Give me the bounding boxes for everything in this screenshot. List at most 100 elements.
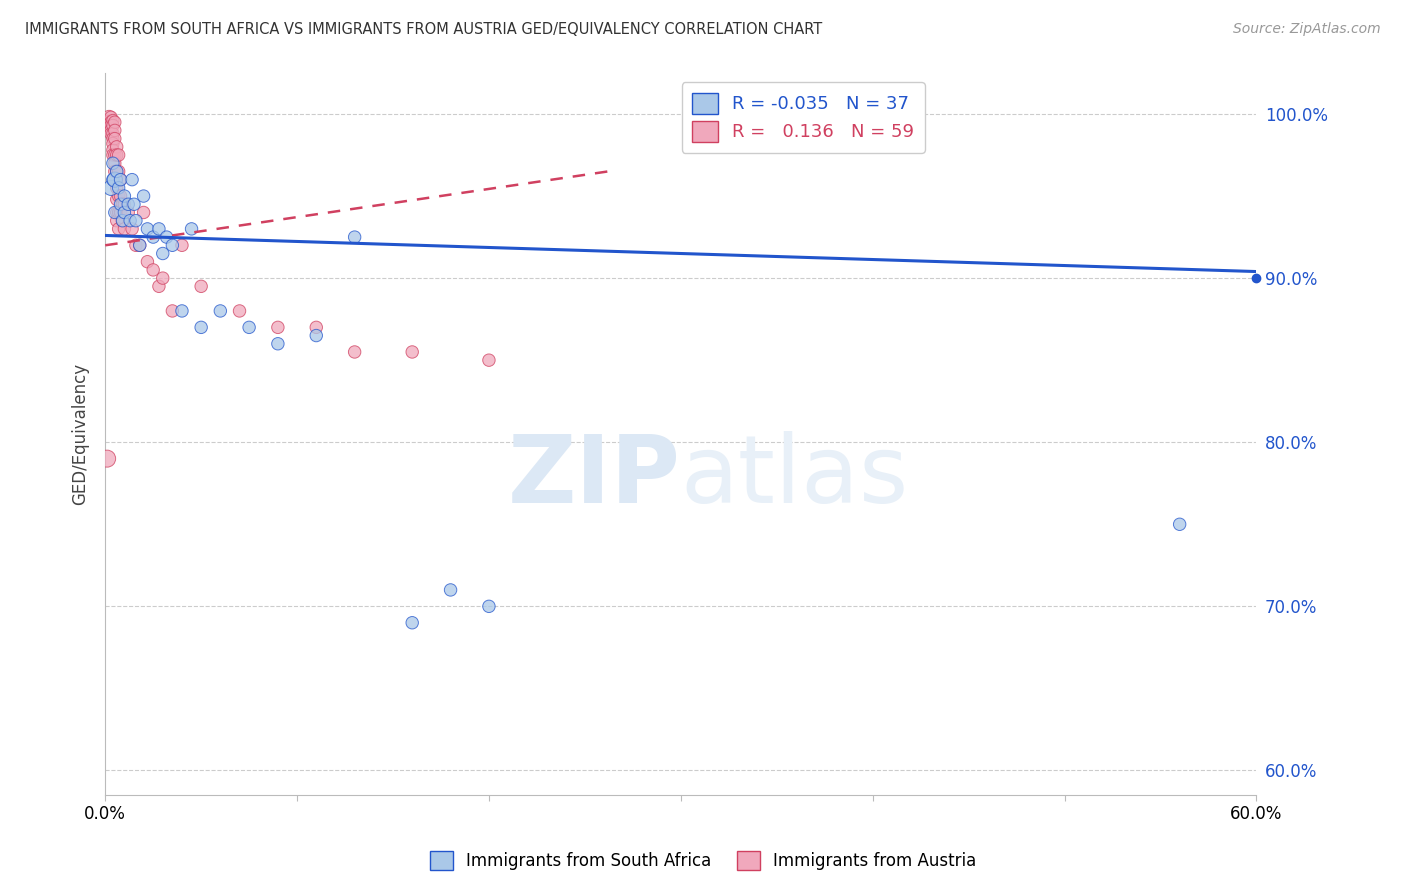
Point (104, 172, 127, 186)
Point (105, 192, 128, 206)
Point (401, 615, 423, 630)
Point (101, 127, 124, 141)
Point (170, 238, 193, 252)
Point (105, 164, 128, 178)
Point (190, 279, 212, 293)
Point (107, 205, 129, 219)
Point (228, 304, 250, 318)
Point (142, 263, 165, 277)
Point (238, 320, 260, 334)
Point (122, 197, 145, 211)
Point (104, 123, 127, 137)
Point (101, 156, 124, 170)
Point (100, 119, 122, 133)
Point (107, 189, 129, 203)
Point (125, 238, 148, 252)
Point (110, 172, 132, 186)
Point (111, 197, 134, 211)
Point (105, 181, 128, 195)
Legend: Immigrants from South Africa, Immigrants from Austria: Immigrants from South Africa, Immigrants… (423, 844, 983, 877)
Point (105, 213, 128, 227)
Point (101, 131, 124, 145)
Point (101, 113, 124, 128)
Point (110, 172, 132, 186)
Point (100, 115, 122, 129)
Point (100, 181, 122, 195)
Point (107, 222, 129, 236)
Point (110, 205, 132, 219)
Point (209, 304, 232, 318)
Point (101, 172, 124, 186)
Point (162, 238, 184, 252)
Point (401, 345, 423, 359)
Point (112, 189, 135, 203)
Point (132, 205, 155, 219)
Text: atlas: atlas (681, 432, 910, 524)
Point (100, 123, 122, 137)
Point (100, 110, 122, 124)
Point (267, 336, 290, 351)
Point (305, 320, 328, 334)
Point (112, 205, 135, 219)
Point (148, 279, 170, 293)
Point (478, 353, 501, 368)
Point (96, 451, 118, 466)
Point (110, 189, 132, 203)
Point (111, 213, 134, 227)
Point (343, 345, 366, 359)
Point (117, 205, 139, 219)
Point (343, 230, 366, 244)
Point (162, 304, 184, 318)
Text: IMMIGRANTS FROM SOUTH AFRICA VS IMMIGRANTS FROM AUSTRIA GED/EQUIVALENCY CORRELAT: IMMIGRANTS FROM SOUTH AFRICA VS IMMIGRAN… (25, 22, 823, 37)
Point (478, 599, 501, 614)
Point (439, 582, 461, 597)
Point (101, 148, 124, 162)
Point (152, 246, 174, 260)
Point (120, 213, 142, 227)
Point (121, 222, 143, 236)
Point (107, 181, 129, 195)
Point (148, 222, 170, 236)
Text: Source: ZipAtlas.com: Source: ZipAtlas.com (1233, 22, 1381, 37)
Point (104, 205, 127, 219)
Point (104, 131, 127, 145)
Point (111, 213, 134, 227)
Legend: R = -0.035   N = 37, R =   0.136   N = 59: R = -0.035 N = 37, R = 0.136 N = 59 (682, 82, 925, 153)
Point (152, 271, 174, 285)
Point (101, 136, 124, 151)
Point (170, 304, 193, 318)
Point (305, 328, 328, 343)
Point (104, 164, 127, 178)
Text: ZIP: ZIP (508, 432, 681, 524)
Point (107, 148, 129, 162)
Point (107, 164, 129, 178)
Point (132, 189, 155, 203)
Point (104, 148, 127, 162)
Point (112, 222, 135, 236)
Point (121, 172, 143, 186)
Point (142, 230, 165, 244)
Point (180, 222, 202, 236)
Point (136, 254, 159, 268)
Point (110, 197, 132, 211)
Point (105, 140, 128, 154)
Point (100, 127, 122, 141)
Point (101, 119, 124, 133)
Point (136, 222, 159, 236)
Point (128, 238, 150, 252)
Point (128, 238, 150, 252)
Point (117, 197, 139, 211)
Point (105, 164, 128, 178)
Point (104, 115, 127, 129)
Point (98, 115, 121, 129)
Point (190, 320, 212, 334)
Point (267, 320, 290, 334)
Point (125, 213, 148, 227)
Point (104, 156, 127, 170)
Y-axis label: GED/Equivalency: GED/Equivalency (72, 363, 89, 505)
Point (105, 205, 128, 219)
Point (155, 230, 177, 244)
Point (98, 119, 121, 133)
Point (1168, 517, 1191, 532)
Point (112, 197, 135, 211)
